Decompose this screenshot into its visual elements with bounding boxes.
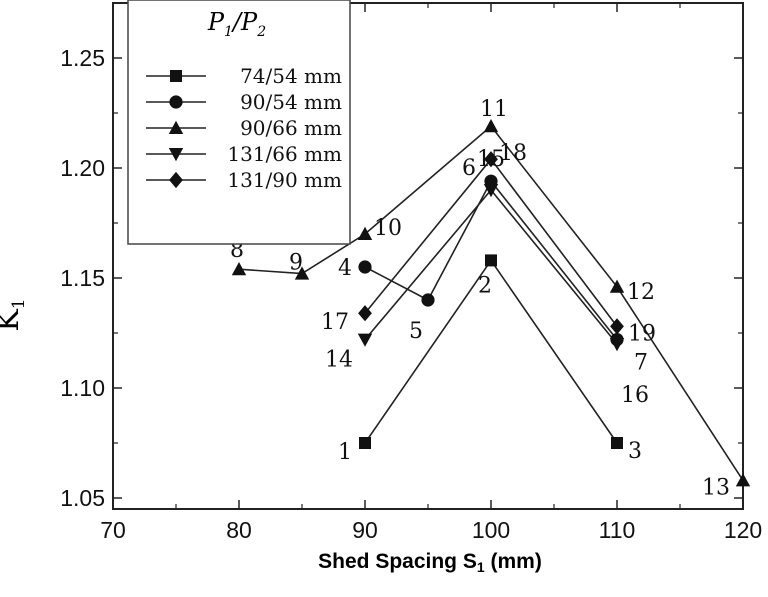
x-tick-label: 110: [599, 517, 636, 543]
y-axis-label-sub: 1: [9, 298, 29, 309]
point-label: 17: [321, 310, 349, 335]
data-point: [485, 254, 497, 267]
data-point: [484, 151, 498, 168]
legend-label: 131/66 mm: [227, 142, 342, 166]
legend-box: [127, 0, 351, 245]
legend-marker: [170, 70, 182, 82]
data-point: [358, 305, 372, 322]
point-label: 16: [621, 383, 649, 408]
y-axis-label-main: K: [0, 309, 26, 332]
legend-marker: [168, 148, 184, 162]
legend-label: 90/66 mm: [240, 116, 342, 140]
x-tick-label: 100: [472, 517, 510, 543]
legend-title: P1/P2: [207, 8, 266, 40]
data-point: [611, 437, 623, 449]
x-axis-label-main: Shed Spacing S: [318, 550, 477, 573]
series-markers: [231, 119, 751, 487]
data-point: [483, 184, 499, 198]
legend-label: 74/54 mm: [240, 64, 342, 88]
point-label: 15: [477, 147, 505, 172]
data-point: [610, 318, 624, 335]
legend-marker: [168, 120, 184, 134]
point-label: 6: [462, 156, 476, 181]
y-tick-label: 1.05: [60, 485, 105, 511]
point-label: 3: [628, 439, 642, 464]
legend-marker: [169, 95, 183, 109]
x-tick-label: 90: [352, 517, 378, 543]
point-label: 5: [409, 319, 423, 344]
y-tick-label: 1.25: [60, 45, 105, 71]
data-point: [421, 293, 435, 307]
data-point: [609, 279, 625, 293]
x-tick-label: 80: [226, 517, 252, 543]
point-label: 4: [338, 256, 352, 281]
y-tick-label: 1.20: [60, 155, 105, 181]
legend-label: 131/90 mm: [227, 168, 342, 192]
legend-marker: [169, 171, 183, 189]
point-label: 13: [702, 475, 730, 500]
x-tick-label: 120: [724, 517, 762, 543]
point-label: 7: [634, 351, 648, 376]
point-label: 19: [628, 321, 656, 346]
x-axis-label-sub: 1: [477, 559, 485, 575]
point-label: 10: [374, 216, 402, 241]
y-tick-label: 1.15: [60, 265, 105, 291]
data-point: [483, 119, 499, 133]
point-label: 14: [325, 348, 353, 373]
point-label: 11: [480, 97, 508, 122]
data-point: [358, 260, 372, 274]
point-label: 18: [499, 141, 527, 166]
x-tick-label: 70: [100, 517, 126, 543]
x-axis-label-unit: (mm): [485, 550, 542, 573]
y-axis-label: K1: [0, 298, 29, 331]
point-label: 2: [478, 273, 492, 298]
y-tick-label: 1.10: [60, 375, 105, 401]
series-line: [238, 125, 744, 481]
data-point: [735, 473, 751, 487]
x-axis-label: Shed Spacing S1 (mm): [318, 550, 542, 575]
legend-label: 90/54 mm: [240, 90, 342, 114]
data-point: [357, 226, 373, 240]
point-label: 9: [289, 251, 303, 276]
data-point: [357, 333, 373, 347]
data-point: [359, 437, 371, 449]
point-label: 1: [338, 440, 352, 465]
data-point: [294, 266, 310, 280]
data-point: [609, 338, 625, 352]
data-point: [231, 262, 247, 276]
series-line: [364, 179, 618, 341]
point-label: 12: [627, 280, 655, 305]
